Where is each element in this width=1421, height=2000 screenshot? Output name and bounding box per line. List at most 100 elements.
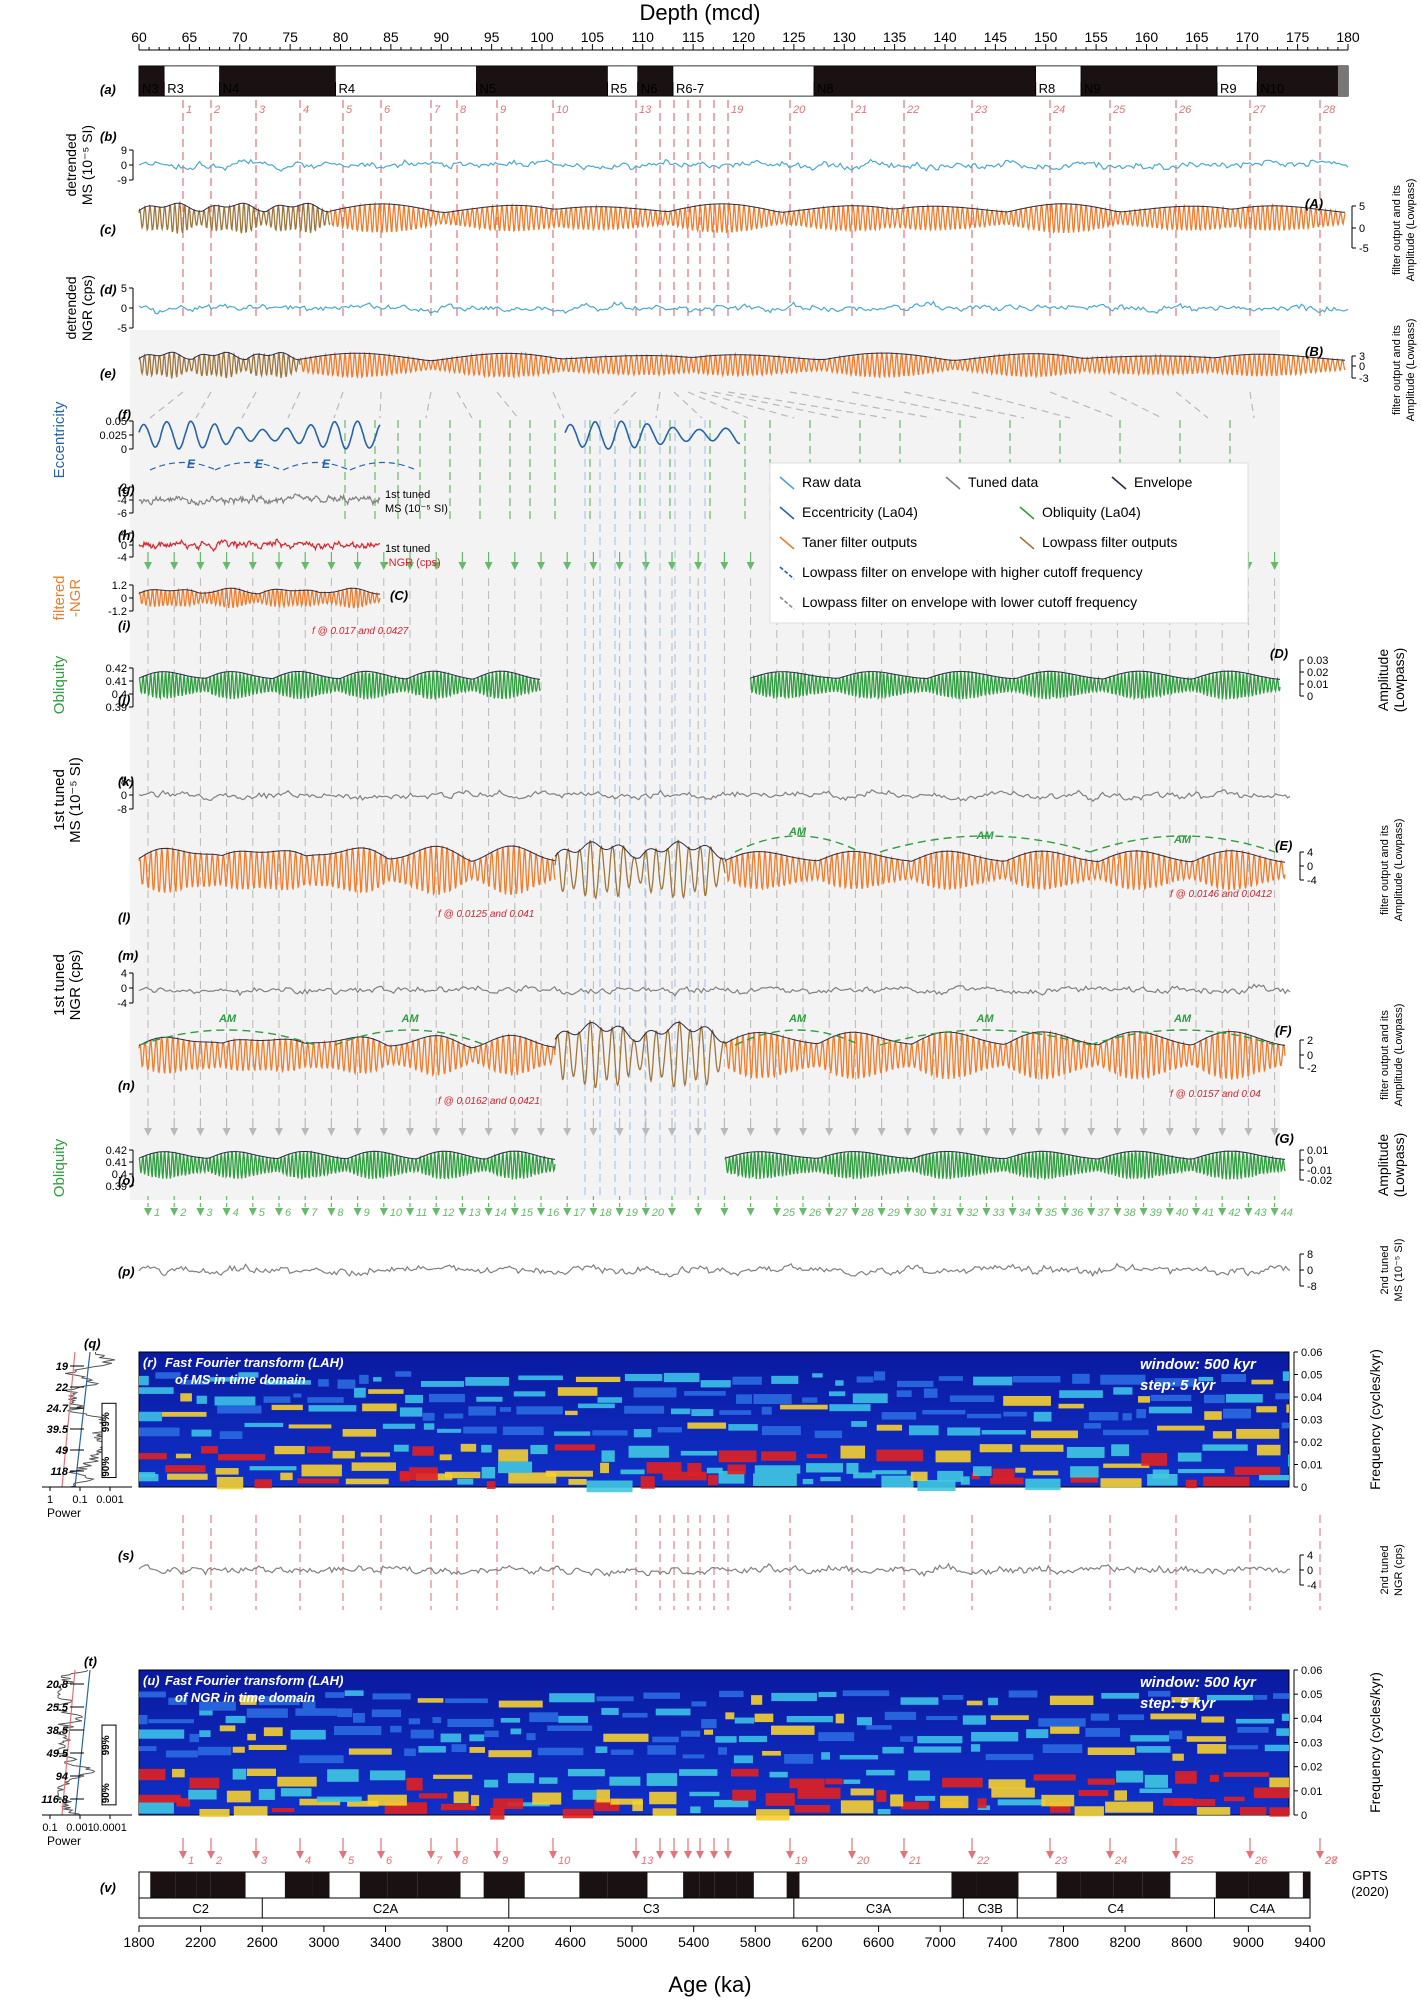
- tie-line-gray: [241, 391, 257, 419]
- tie-arrowhead-green-low: [1087, 1208, 1096, 1216]
- panel-letter-k: (k): [118, 774, 134, 789]
- legend-item: Lowpass filter on envelope with higher c…: [779, 564, 1143, 580]
- ngr-spectrogram-spectral-cell: [226, 1790, 251, 1803]
- depth-tick-label: 105: [581, 29, 605, 45]
- ngr-spectrogram-spectral-cell: [971, 1731, 1019, 1742]
- panel-e-tick-label: 3: [1359, 351, 1365, 363]
- ms-spectrogram-spectral-cell: [264, 1380, 311, 1385]
- ms-spectrogram-spectral-cell: [828, 1391, 846, 1397]
- ngr-spectrogram-spectral-cell: [451, 1744, 467, 1753]
- tie-number-red-bottom: 25: [1180, 1855, 1194, 1867]
- tie-line-gray: [287, 391, 301, 419]
- ms-spectrogram-spectral-cell: [802, 1397, 818, 1403]
- tie-number-red-bottom: 2: [215, 1855, 222, 1867]
- envelope-line: [138, 202, 331, 213]
- depth-tick-label: 135: [883, 29, 907, 45]
- ms-spectrogram-spectral-cell: [670, 1408, 691, 1415]
- ms-spectrogram-spectral-cell: [297, 1478, 339, 1484]
- panel-letter-r: (r): [143, 1355, 157, 1370]
- ngr-spectrogram-spectral-cell: [390, 1725, 402, 1733]
- ngr-spectrogram-spectral-cell: [917, 1736, 963, 1744]
- tie-arrowhead-green-low: [432, 1208, 441, 1216]
- tie-number-red-bottom: 21: [908, 1855, 921, 1867]
- ms-spectrogram-spectral-cell: [508, 1472, 557, 1484]
- ngr-spectrogram-spectral-cell: [139, 1714, 148, 1725]
- ms-spectrogram-spectral-cell: [1100, 1374, 1146, 1385]
- top-axis-title: Depth (mcd): [639, 0, 760, 25]
- ngr-spectrogram-spectral-cell: [447, 1718, 494, 1727]
- ms-spectrogram-spectral-cell: [1221, 1374, 1247, 1382]
- ms-spectrogram-spectral-cell: [422, 1412, 435, 1421]
- ms-power-period-label: 118: [50, 1466, 68, 1478]
- ngr-spectrogram-spectral-cell: [738, 1735, 767, 1743]
- tie-arrowhead-gray: [641, 1128, 650, 1136]
- ngr-spectrogram-spectral-cell: [1171, 1697, 1200, 1703]
- ngr-spectrogram-spectral-cell: [876, 1790, 887, 1802]
- ngr-spectrogram-spectral-cell: [484, 1730, 499, 1738]
- filter-output-line: [554, 1019, 726, 1089]
- ngr-spectrogram-spectral-cell: [567, 1768, 605, 1777]
- ms-spectrogram-spectral-cell: [139, 1427, 180, 1437]
- ms-spectrogram-spectral-cell: [1012, 1375, 1061, 1383]
- zone-block: [1080, 65, 1218, 97]
- ms-spectrogram-spectral-cell: [444, 1413, 464, 1419]
- tie-arrowhead-green: [275, 562, 283, 570]
- ms-spectrogram-spectral-cell: [707, 1474, 719, 1486]
- legend-swatch: [779, 566, 795, 580]
- gpts-normal-block: [699, 1872, 715, 1898]
- panel-f-tick-label: 0.025: [99, 430, 127, 442]
- tie-arrowhead-red: [1316, 1851, 1324, 1859]
- ms-spectrogram-spectral-cell: [1033, 1411, 1052, 1422]
- ms-spectrogram-spectral-cell: [680, 1450, 718, 1456]
- tie-arrowhead-red: [1172, 1851, 1180, 1859]
- tie-arrowhead-green-low: [1061, 1208, 1069, 1216]
- ms-spectrogram-spectral-cell: [1083, 1423, 1102, 1429]
- ngr-spectrogram-spectral-cell: [469, 1747, 486, 1753]
- panel-i-tick-label: 1.2: [112, 580, 127, 592]
- ngr-spectrogram-spectral-cell: [1197, 1744, 1227, 1754]
- ms-spectrogram-spectral-cell: [463, 1426, 497, 1434]
- ms-spectrogram-spectral-cell: [155, 1372, 181, 1379]
- ms-spectrogram-spectral-cell: [359, 1374, 369, 1384]
- zone-block: [813, 65, 1036, 97]
- filter-output-line: [554, 839, 726, 900]
- legend-swatch: [1019, 506, 1035, 520]
- tie-arrowhead-green: [222, 562, 231, 570]
- ngr-spectrogram-spectral-cell: [334, 1725, 382, 1736]
- panel-u-freq-tick-label: 0.02: [1301, 1762, 1322, 1774]
- ms-spectrogram-spectral-cell: [973, 1376, 1013, 1386]
- ngr-spectrogram-spectral-cell: [596, 1696, 634, 1702]
- ngr-spectrogram-spectral-cell: [962, 1715, 986, 1725]
- tie-number-green: 8: [337, 1207, 344, 1219]
- ms-spectrogram-spectral-cell: [1286, 1404, 1289, 1413]
- tie-number-red: 27: [1252, 104, 1266, 116]
- legend-label: Taner filter outputs: [802, 534, 917, 550]
- tie-arrowhead-green: [589, 562, 598, 570]
- gpts-normal-block: [683, 1872, 700, 1898]
- tie-arrowhead-green-low: [1165, 1208, 1174, 1216]
- zone-block: [138, 65, 165, 97]
- panel-right-letter-D: (D): [1270, 646, 1288, 661]
- am-envelope-arc: [734, 835, 861, 853]
- panel-o-right-tick-label: 0.01: [1307, 1145, 1328, 1157]
- tie-arrowhead-green-low: [956, 1208, 965, 1216]
- ms-spectrogram-spectral-cell: [1234, 1466, 1281, 1476]
- ms-spectrogram-spectral-cell: [1122, 1413, 1132, 1421]
- zone-block: [607, 65, 639, 97]
- ms-spectrogram-spectral-cell: [812, 1373, 823, 1378]
- tie-number-green: 5: [259, 1207, 266, 1219]
- ms-spectrogram-spectral-cell: [806, 1463, 843, 1473]
- ngr-spectrogram-spectral-cell: [1026, 1729, 1049, 1739]
- ngr-spectrogram-spectral-cell: [842, 1690, 890, 1697]
- ngr-spectrogram-spectral-cell: [609, 1776, 641, 1786]
- panel-l-fcut-left: f @ 0.0125 and 0.041: [438, 909, 534, 920]
- ngr-spectrogram-spectral-cell: [1276, 1728, 1289, 1736]
- panel-u-freq-tick-label: 0.03: [1301, 1738, 1322, 1750]
- tie-arrowhead-green-low: [327, 1208, 336, 1216]
- depth-tick-label: 100: [530, 29, 554, 45]
- gpts-normal-block: [1248, 1872, 1290, 1898]
- ms-spectrogram-spectral-cell: [706, 1467, 723, 1474]
- tie-line-gray: [851, 391, 979, 419]
- panel-d-ylabel: detrended: [63, 276, 79, 339]
- tie-number-green: 7: [311, 1207, 318, 1219]
